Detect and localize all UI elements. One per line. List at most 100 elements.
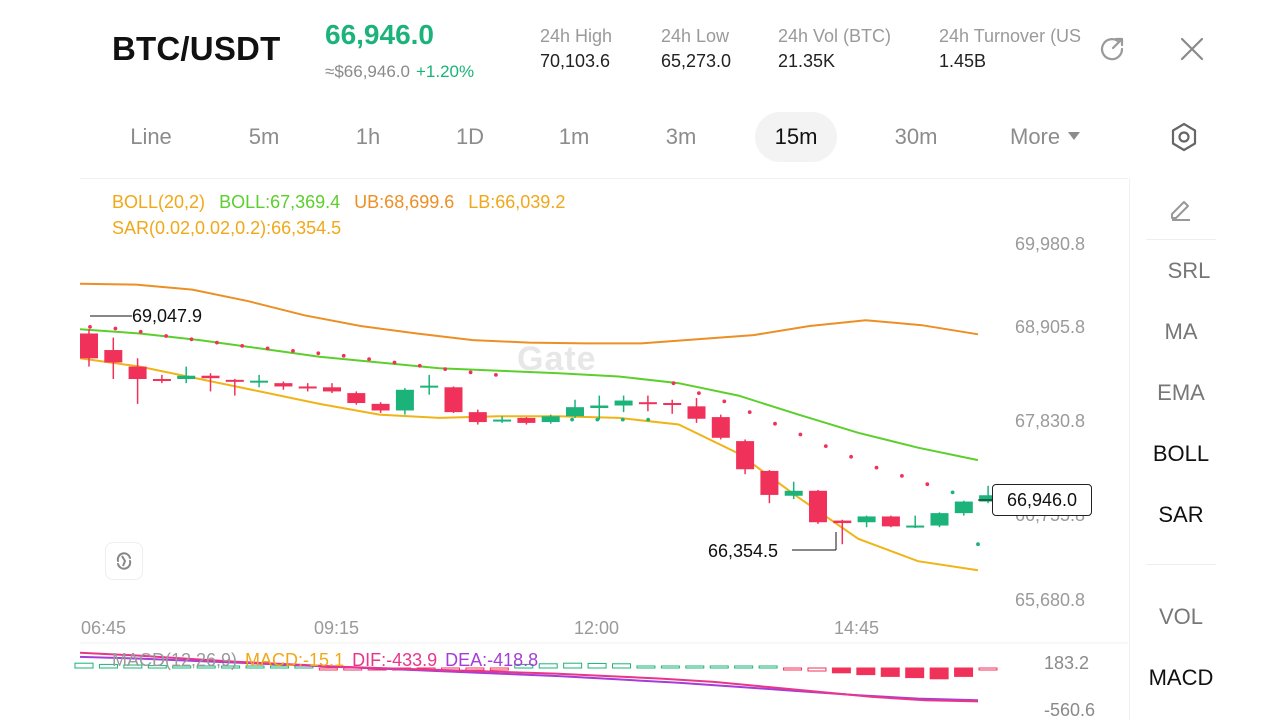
sar-dot (215, 340, 219, 345)
macd-dif-line (79, 651, 979, 703)
candle-body (857, 516, 876, 523)
share-icon[interactable] (1094, 31, 1130, 67)
candle-body (298, 386, 317, 389)
macd-hist-bar (831, 667, 851, 674)
y-axis-label: 69,980.8 (1015, 234, 1086, 254)
stat-label: 24h Turnover (USDT) (939, 26, 1082, 46)
close-icon[interactable] (1174, 31, 1210, 67)
candle-body (323, 387, 341, 392)
reset-view-button[interactable] (105, 542, 143, 580)
price-sub: ≈$66,946.0 +1.20% (325, 62, 474, 82)
current-price-tag: 66,946.0 (992, 484, 1092, 516)
tab-line[interactable]: Line (130, 124, 172, 149)
indicator-vol[interactable]: VOL (1158, 604, 1204, 629)
tab-30m[interactable]: 30m (894, 124, 938, 149)
macd-hist-bar (123, 664, 143, 669)
tab-more-label: More (1010, 124, 1061, 149)
y-axis-label: 67,830.8 (1015, 411, 1086, 431)
sar-dot (849, 454, 853, 459)
tab-1d[interactable]: 1D (455, 124, 485, 149)
candle-body (177, 375, 196, 380)
boll-lb-value: LB:66,039.2 (468, 192, 566, 212)
candle-body (614, 400, 633, 406)
tab-3m[interactable]: 3m (665, 124, 697, 149)
candle-body (687, 406, 706, 419)
indicator-sar[interactable]: SAR (1158, 502, 1204, 527)
candle-body (566, 407, 584, 417)
sar-dot (900, 474, 904, 478)
sar-dot (671, 381, 676, 386)
candle-body (881, 516, 900, 527)
macd-value: MACD:-15.1 (245, 650, 345, 670)
tab-15m[interactable]: 15m (755, 112, 837, 162)
stat-value: 1.45B (939, 51, 987, 71)
boll-lower-line (79, 357, 979, 572)
macd-hist-bar (709, 665, 729, 669)
sar-dot (138, 329, 143, 334)
sar-value: SAR(0.02,0.02,0.2):66,354.5 (112, 218, 342, 238)
indicator-srl[interactable]: SRL (1167, 258, 1211, 283)
macd-hist-bar (245, 665, 265, 669)
x-axis-label: 12:00 (574, 618, 620, 638)
stat-24h-low: 24h Low 65,273.0 (661, 26, 731, 72)
tab-5m[interactable]: 5m (248, 124, 280, 149)
macd-hist-bar (880, 667, 900, 677)
macd-dif: DIF:-433.9 (352, 650, 438, 670)
macd-hist-bar (221, 665, 241, 669)
sar-dot (925, 482, 930, 487)
macd-dea: DEA:-418.8 (445, 650, 539, 670)
candle-body (784, 490, 803, 496)
candle-body (444, 387, 463, 413)
tab-more[interactable]: More (1010, 112, 1100, 162)
tab-1m[interactable]: 1m (558, 124, 590, 149)
approx-price: ≈$66,946.0 (325, 62, 410, 81)
indicator-legend: BOLL(20,2) BOLL:67,369.4 UB:68,699.6 LB:66,… (112, 189, 579, 241)
candle-body (760, 470, 779, 495)
sar-dot (595, 417, 600, 422)
tab-1h[interactable]: 1h (355, 124, 381, 149)
sar-dot (468, 370, 473, 375)
candle-body (468, 412, 487, 423)
sar-dot (443, 367, 448, 371)
sar-dot (747, 410, 752, 414)
sar-dot (950, 490, 955, 495)
stat-label: 24h Low (661, 26, 730, 46)
indicator-macd[interactable]: MACD (1148, 665, 1214, 690)
sar-dot (88, 325, 92, 329)
candle-body (201, 375, 220, 379)
indicator-ma[interactable]: MA (1164, 319, 1198, 344)
sar-dot (976, 542, 980, 547)
macd-hist-bar (685, 665, 705, 669)
macd-hist-bar (465, 667, 485, 671)
macd-hist-bar (269, 665, 289, 669)
macd-hist-bar (563, 662, 583, 669)
macd-hist-bar (514, 663, 534, 669)
sar-dot (570, 417, 574, 422)
sar-dot (773, 421, 777, 426)
sar-dot (164, 334, 169, 338)
candle-body (420, 385, 439, 388)
header: BTC/USDT 66,946.0 ≈$66,946.0 +1.20% 24h H… (0, 0, 1280, 100)
indicator-ema[interactable]: EMA (1157, 380, 1205, 405)
sar-dot (189, 337, 194, 342)
macd-hist-bar (147, 665, 167, 669)
candle-body (590, 405, 609, 408)
settings-icon[interactable] (1166, 119, 1202, 155)
indicator-boll[interactable]: BOLL (1152, 441, 1210, 466)
chart-area[interactable] (80, 178, 1128, 720)
sar-dot (823, 444, 828, 448)
candle-body (250, 380, 269, 383)
sar-dot (265, 346, 270, 351)
candle-body (517, 417, 536, 423)
candle-body (638, 402, 657, 405)
divider (1146, 564, 1216, 565)
indicator-panel: SRL MA EMA BOLL SAR VOL MACD (1129, 178, 1231, 720)
sar-dot (417, 363, 422, 368)
y-axis-label: 68,905.8 (1015, 317, 1086, 337)
stat-value: 70,103.6 (540, 51, 611, 71)
macd-hist-bar (660, 665, 680, 669)
pencil-icon[interactable] (1166, 194, 1194, 227)
last-price: 66,946.0 (325, 19, 434, 50)
sar-dot (316, 351, 321, 356)
